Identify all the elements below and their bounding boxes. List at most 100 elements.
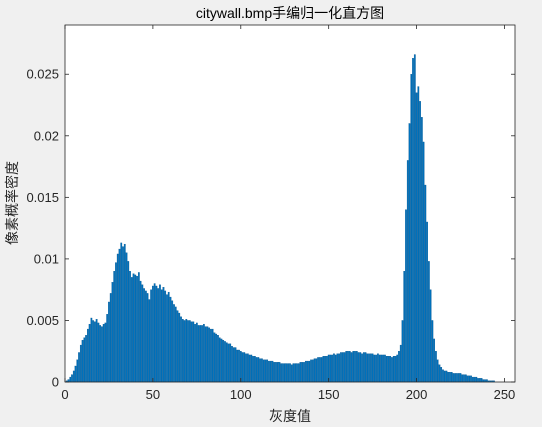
histogram-bar-213	[438, 364, 441, 383]
histogram-bar-149	[326, 355, 328, 383]
histogram-bar-164	[352, 351, 355, 383]
histogram-bar-174	[370, 353, 372, 383]
histogram-bar-189	[396, 354, 399, 383]
histogram-bar-64	[176, 310, 179, 383]
histogram-bar-129	[290, 364, 293, 383]
chart-title: citywall.bmp手编归一化直方图	[196, 5, 384, 21]
histogram-bar-229	[466, 375, 469, 383]
histogram-bar-18	[95, 319, 98, 383]
histogram-bar-177	[375, 354, 377, 383]
x-axis-label: 灰度值	[269, 409, 311, 425]
histogram-bar-215	[442, 369, 444, 383]
histogram-bar-55	[160, 289, 163, 383]
histogram-bar-28	[113, 271, 116, 383]
histogram-bar-134	[299, 362, 302, 383]
histogram-bar-85	[213, 332, 216, 383]
histogram-bar-67	[181, 319, 184, 383]
histogram-bar-151	[329, 354, 332, 383]
histogram-bar-121	[276, 362, 279, 383]
histogram-bar-165	[354, 351, 356, 383]
histogram-bar-75	[195, 322, 198, 383]
y-tick-label-5: 0.025	[26, 67, 59, 82]
histogram-bar-20	[99, 325, 102, 383]
histogram-bar-203	[420, 117, 423, 383]
histogram-bar-138	[306, 360, 309, 383]
plot-frame	[64, 24, 516, 383]
histogram-bar-44	[141, 284, 144, 383]
histogram-bar-183	[385, 355, 388, 383]
histogram-bar-88	[218, 337, 221, 383]
histogram-bar-199	[413, 54, 416, 383]
histogram-bar-86	[215, 333, 218, 383]
histogram-bar-139	[308, 360, 311, 383]
y-tick-label-3: 0.015	[26, 190, 59, 205]
histogram-bar-36	[127, 261, 130, 383]
histogram-bar-210	[433, 338, 436, 383]
histogram-bar-111	[259, 358, 261, 383]
histogram-bar-102	[243, 352, 246, 383]
y-axis-label: 像素概率密度	[4, 161, 21, 245]
histogram-bar-47	[146, 293, 149, 383]
histogram-bar-108	[253, 355, 256, 383]
histogram-bar-98	[236, 349, 239, 383]
histogram-bar-176	[373, 354, 376, 383]
histogram-bar-173	[368, 353, 370, 383]
histogram-bar-155	[336, 353, 339, 383]
histogram-bar-207	[428, 261, 430, 383]
histogram-bar-74	[194, 323, 196, 383]
histogram-bar-178	[377, 353, 379, 383]
histogram-bar-220	[450, 371, 453, 383]
histogram-bar-57	[164, 290, 167, 383]
histogram-bar-33	[122, 246, 124, 383]
histogram-bar-158	[341, 352, 344, 383]
y-tick-label-2: 0.01	[34, 251, 59, 266]
histogram-bar-49	[150, 289, 152, 383]
histogram-bar-22	[102, 323, 105, 383]
histogram-bar-92	[225, 342, 228, 383]
histogram-bar-232	[471, 376, 474, 383]
histogram-bar-137	[304, 360, 307, 383]
histogram-bar-182	[384, 354, 386, 383]
histogram-bar-172	[366, 353, 369, 383]
histogram-bar-32	[120, 242, 123, 383]
histogram-bar-150	[327, 354, 330, 383]
histogram-bar-221	[452, 373, 455, 383]
y-tick-label-4: 0.02	[34, 128, 59, 143]
histogram-bar-72	[190, 321, 193, 383]
histogram-bar-154	[334, 354, 337, 383]
histogram-bar-231	[470, 375, 472, 383]
histogram-bar-82	[208, 327, 211, 383]
histogram-bar-63	[174, 306, 177, 383]
histogram-bar-23	[104, 322, 107, 383]
histogram-bar-192	[401, 320, 404, 383]
histogram-bar-68	[183, 320, 186, 383]
histogram-bar-217	[445, 370, 448, 383]
histogram-bar-15	[90, 317, 93, 383]
histogram-bar-50	[152, 285, 154, 383]
histogram-bar-212	[436, 359, 439, 383]
histogram-bar-19	[97, 322, 100, 383]
histogram-bar-201	[417, 86, 420, 383]
histogram-bar-39	[132, 273, 135, 383]
histogram-bar-109	[255, 357, 258, 383]
histogram-bar-126	[285, 363, 288, 383]
histogram-bar-43	[139, 280, 142, 383]
histogram-bar-110	[257, 357, 260, 383]
histogram-bar-65	[178, 312, 181, 383]
histogram-bar-26	[109, 293, 112, 383]
histogram-bar-113	[262, 359, 265, 383]
histogram-bar-209	[431, 320, 434, 383]
histogram-bar-145	[319, 357, 321, 383]
histogram-bar-97	[234, 347, 237, 383]
histogram-bar-53	[157, 288, 160, 383]
histogram-bar-153	[333, 353, 335, 383]
histogram-bar-122	[278, 362, 281, 383]
histogram-bar-218	[447, 371, 450, 383]
histogram-bar-140	[310, 359, 312, 383]
histogram-bar-202	[419, 101, 421, 383]
histogram-bar-52	[155, 285, 158, 383]
histogram-bar-112	[261, 358, 263, 383]
histogram-bar-83	[210, 328, 212, 383]
histogram-bar-79	[203, 323, 205, 383]
histogram-bar-76	[197, 325, 200, 383]
